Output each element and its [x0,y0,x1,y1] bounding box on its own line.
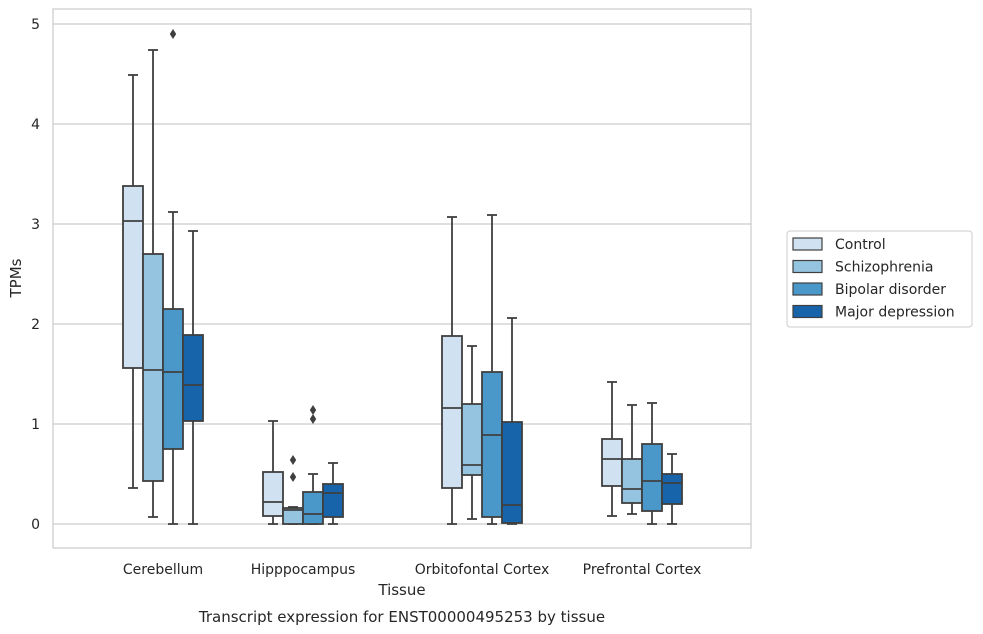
x-tick-label: Orbitofontal Cortex [415,562,550,578]
box [262,471,284,517]
box [122,185,144,369]
box [441,335,463,489]
legend-label: Bipolar disorder [835,282,946,298]
box-group [461,345,483,520]
box-group [162,29,184,525]
y-tick-label: 5 [31,17,40,33]
box [322,483,344,518]
outlier-marker [289,455,297,465]
box-group [182,230,204,525]
legend-swatch [792,259,823,274]
box-plot-series [122,29,683,525]
box [501,421,523,524]
legend-label: Control [835,237,886,253]
legend-frame [786,230,973,328]
box [182,334,204,422]
box [481,371,503,518]
box [641,443,663,512]
figure-caption: Transcript expression for ENST0000049525… [198,608,605,626]
box-group [302,405,324,525]
y-tick-label: 2 [31,317,40,333]
outlier-marker [309,405,317,415]
y-tick-label: 1 [31,417,40,433]
legend: Control Schizophrenia Bipolar disorder Majo… [786,230,973,328]
box [142,253,164,482]
box-group [481,214,503,525]
box-group [262,420,284,525]
x-tick-label: Hipppocampus [251,562,356,578]
legend-label: Schizophrenia [835,260,933,276]
x-tick-label: Cerebellum [123,562,203,578]
box [302,491,324,525]
y-tick-label: 4 [31,117,40,133]
box-group [601,381,623,517]
box-group [441,216,463,525]
box-group [282,455,304,525]
y-axis-label: TPMs [7,258,25,298]
box-group [322,462,344,525]
x-axis-label: Tissue [377,581,425,599]
outlier-marker [289,472,297,482]
box [162,308,184,450]
box-group [142,49,164,518]
plot-frame [52,8,752,549]
box-group [501,317,523,525]
box-group [641,402,663,525]
legend-swatch [792,304,823,319]
legend-swatch [792,237,823,251]
box-group [122,74,144,489]
y-tick-label: 3 [31,217,40,233]
box [601,438,623,487]
box-group [621,404,643,515]
box [621,458,643,504]
legend-swatch [792,282,823,296]
legend-label: Major depression [835,305,955,321]
outlier-marker [169,29,177,39]
x-axis-ticks: Cerebellum Hipppocampus Orbitofontal Corte… [123,562,701,578]
y-axis-ticks: 0 1 2 3 4 5 [31,17,40,533]
box [661,473,683,505]
outlier-marker [309,414,317,424]
box-group [661,453,683,525]
x-tick-label: Prefrontal Cortex [583,562,702,578]
y-tick-label: 0 [31,517,40,533]
